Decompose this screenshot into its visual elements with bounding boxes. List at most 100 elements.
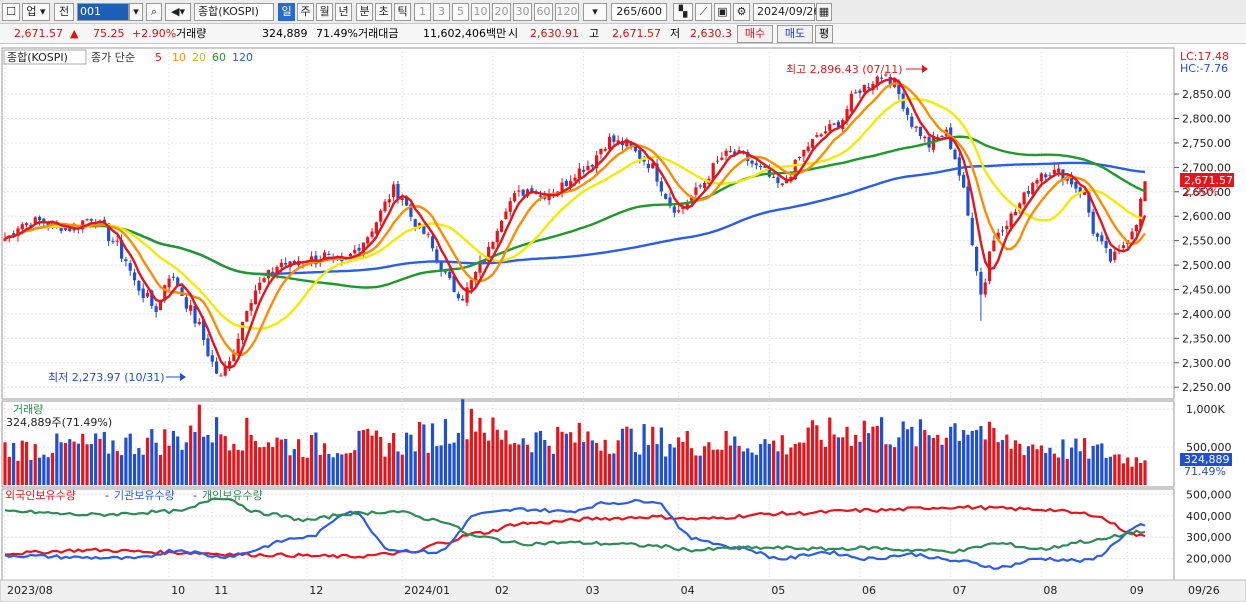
candle-body	[1035, 180, 1039, 184]
period-minute[interactable]: 분	[356, 3, 373, 21]
volume-bar	[582, 442, 586, 485]
flat-button[interactable]: 평	[815, 25, 833, 43]
volume-bar	[789, 447, 793, 485]
code-dropdown-icon[interactable]: ▾	[129, 3, 143, 21]
period-month[interactable]: 월	[316, 3, 333, 21]
period-second[interactable]: 초	[375, 3, 392, 21]
interval-1[interactable]: 1	[414, 3, 431, 21]
volume-bar	[465, 439, 469, 485]
candle-body	[728, 150, 733, 152]
candle-body	[430, 236, 435, 249]
volume-bar	[1087, 458, 1091, 485]
interval-3[interactable]: 3	[433, 3, 450, 21]
speaker-icon[interactable]: ◀▾	[165, 3, 191, 21]
x-tick-label: 05	[771, 584, 785, 597]
candle-body	[1108, 249, 1113, 262]
volume-bar	[620, 428, 625, 485]
candle-body	[404, 197, 409, 206]
volume-bar	[29, 459, 33, 485]
interval-60[interactable]: 60	[534, 3, 553, 21]
save-icon[interactable]: ▣	[714, 3, 731, 21]
volume-bar	[297, 439, 301, 485]
volume-bar	[892, 447, 897, 485]
candle-body	[1095, 233, 1100, 237]
candle-body	[715, 160, 720, 162]
candle-body	[202, 319, 206, 340]
volume-bar	[815, 425, 819, 485]
candle-body	[1100, 235, 1104, 242]
last-pct-label: 2.90%	[1184, 185, 1219, 198]
price-tick-label: 2,650.00	[1182, 186, 1231, 199]
low-arrow-icon	[180, 373, 186, 381]
volume-bar	[962, 430, 966, 485]
draw-tool-icon[interactable]: ⟋	[695, 3, 712, 21]
interval-custom-dropdown[interactable]: ▾	[583, 3, 607, 21]
candle-body	[607, 136, 612, 150]
interval-30[interactable]: 30	[513, 3, 532, 21]
interval-5[interactable]: 5	[452, 3, 469, 21]
candle-body	[875, 76, 879, 86]
interval-120[interactable]: 120	[555, 3, 579, 21]
period-week[interactable]: 주	[297, 3, 314, 21]
calendar-icon[interactable]: ▦	[816, 3, 832, 21]
candle-body	[413, 219, 417, 227]
volume-bar	[949, 426, 953, 485]
price-tick-label: 2,450.00	[1182, 284, 1231, 297]
legend-individual: 개인보유수량	[202, 489, 263, 502]
volume-bar	[616, 440, 620, 485]
candle-body	[1139, 198, 1143, 228]
price-title-box	[3, 49, 87, 65]
volume-bar	[76, 443, 81, 485]
settings-gear-icon[interactable]: ⚙	[733, 3, 750, 21]
volume-bar	[918, 419, 923, 485]
volume-bar	[132, 454, 137, 485]
volume-bar	[823, 446, 828, 485]
interval-20[interactable]: 20	[492, 3, 511, 21]
high-value: 2,671.57	[612, 27, 661, 40]
candle-body	[63, 227, 68, 230]
period-year[interactable]: 년	[335, 3, 352, 21]
buy-button[interactable]: 매수	[737, 25, 773, 43]
volume-bar	[862, 420, 866, 485]
candle-body	[517, 190, 521, 192]
market-type-select[interactable]: 업 ▾	[22, 3, 50, 21]
candle-body	[724, 150, 728, 156]
volume-bar	[936, 434, 940, 485]
volume-bar	[508, 444, 512, 485]
price-tick-label: 2,600.00	[1182, 210, 1231, 223]
volume-bar	[780, 435, 784, 485]
code-input[interactable]: 001	[77, 3, 129, 21]
candle-body	[370, 231, 374, 237]
candle-body	[983, 282, 987, 295]
volume-bar	[979, 426, 983, 485]
volume-bar	[715, 449, 720, 485]
candle-body	[400, 198, 404, 201]
candle-body	[1121, 245, 1126, 248]
period-day[interactable]: 일	[278, 3, 295, 21]
date-field[interactable]: 2024/09/26	[753, 3, 820, 21]
quote-bar: 2,671.57 ▲ 75.25 +2.90% 거래량 324,889 71.4…	[0, 24, 1246, 44]
sell-button[interactable]: 매도	[777, 25, 813, 43]
period-tick[interactable]: 틱	[394, 3, 411, 21]
prev-button[interactable]: 전	[54, 3, 74, 21]
chart-tools-icon[interactable]: ▚	[673, 3, 693, 21]
axes: 2,250.00 2,300.00 2,350.00 2,400.00 2,450.00…	[7, 88, 1232, 597]
candle-body	[1082, 191, 1087, 195]
volume-bar	[176, 436, 180, 485]
candle-body	[698, 185, 702, 187]
menu-icon[interactable]: ☐	[2, 3, 20, 21]
interval-10[interactable]: 10	[471, 3, 490, 21]
volume-bar	[927, 435, 931, 485]
volume-bar	[474, 431, 478, 485]
chart-area[interactable]: 2,250.00 2,300.00 2,350.00 2,400.00 2,450.00…	[0, 45, 1246, 602]
volume-bar	[1104, 458, 1108, 485]
volume-bar	[68, 439, 72, 485]
volume-bar	[905, 429, 910, 485]
data-count-field[interactable]: 265/600	[611, 3, 667, 21]
search-icon[interactable]: ⌕	[146, 3, 162, 21]
chart-svg[interactable]: 2,250.00 2,300.00 2,350.00 2,400.00 2,450.00…	[0, 45, 1246, 602]
candle-body	[1044, 174, 1048, 178]
volume-bar	[772, 440, 776, 485]
candle-body	[987, 251, 992, 282]
price-tick-label: 2,850.00	[1182, 88, 1231, 101]
